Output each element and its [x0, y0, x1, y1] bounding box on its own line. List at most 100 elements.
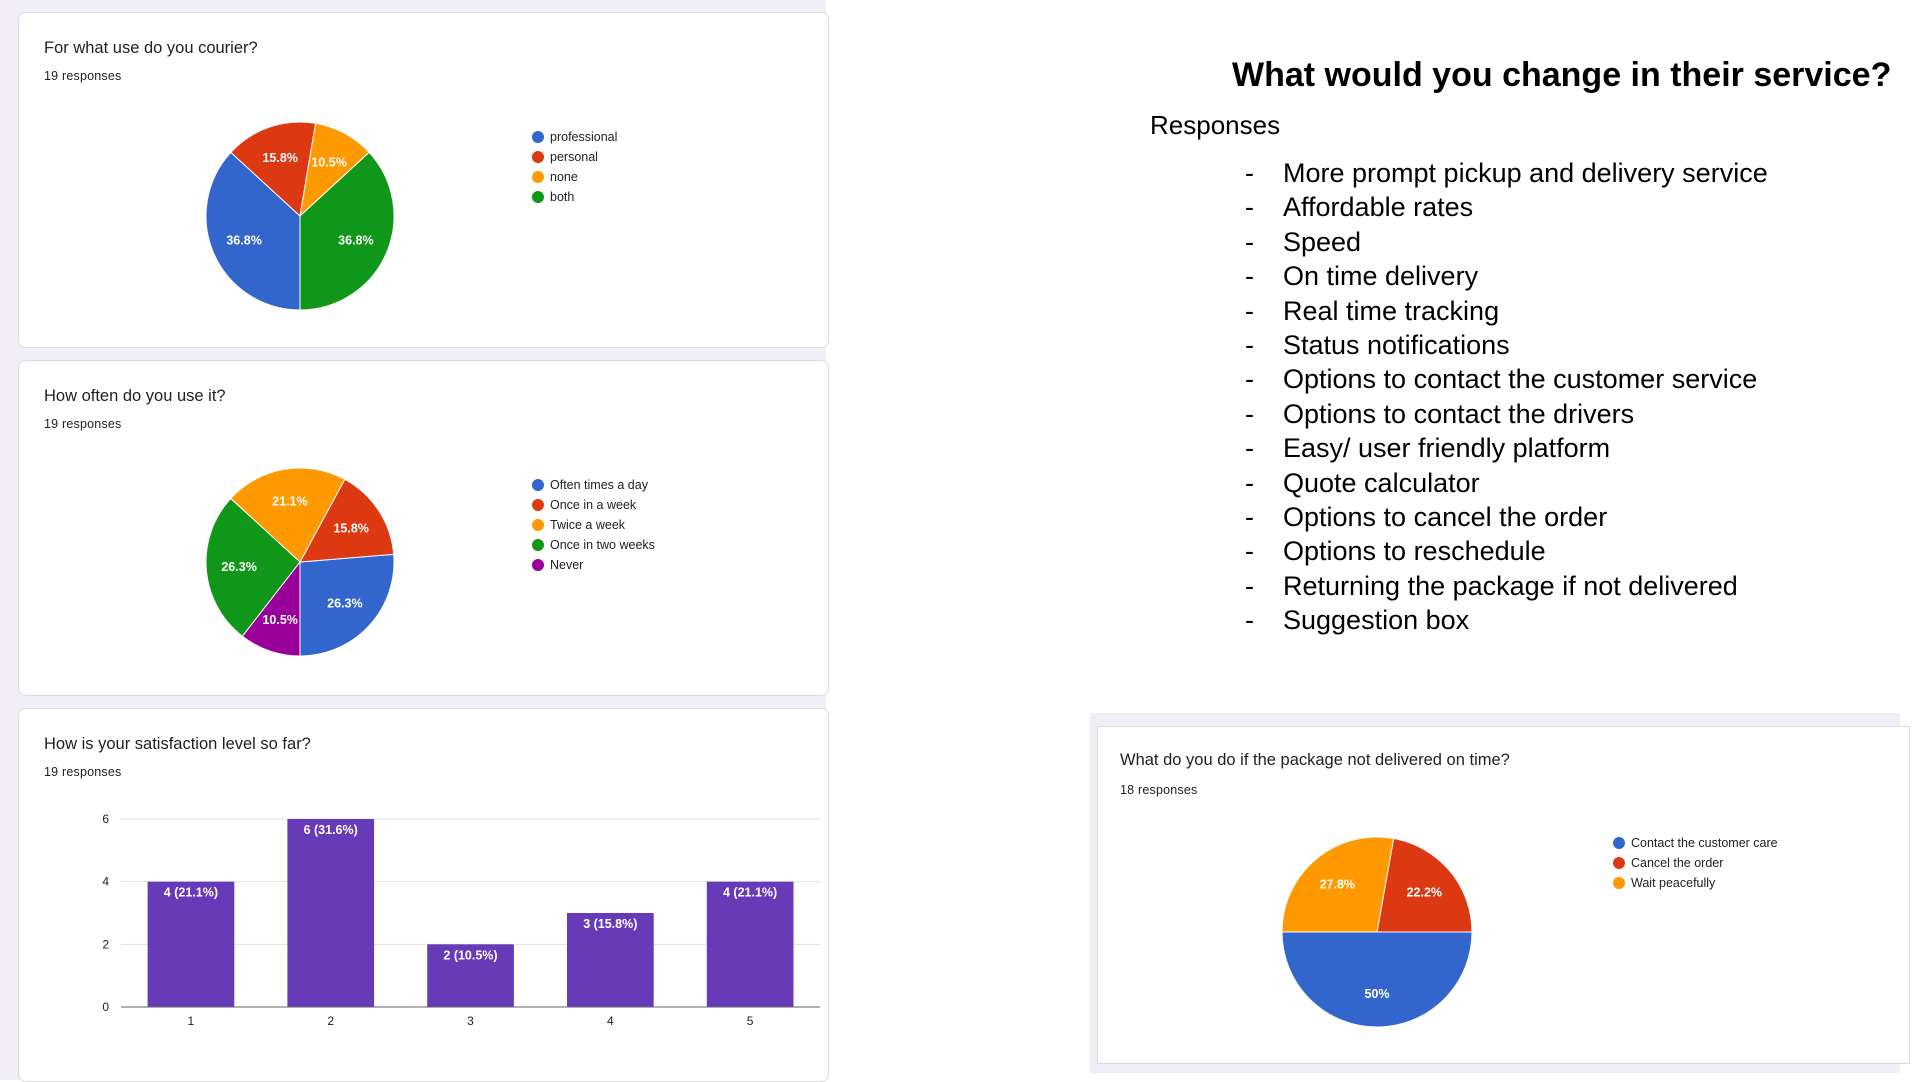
response-list-item: - Options to contact the drivers	[1245, 397, 1768, 431]
response-list-item: - Options to contact the customer service	[1245, 362, 1768, 396]
response-list-item: - Options to cancel the order	[1245, 500, 1768, 534]
response-text: Suggestion box	[1283, 605, 1470, 636]
legend-label: Wait peacefully	[1631, 876, 1716, 890]
bar-value-label: 3 (15.8%)	[583, 917, 637, 931]
legend-item-contact-the-customer-care: Contact the customer care	[1613, 833, 1778, 853]
legend-item-both: both	[532, 187, 617, 207]
slice-label-personal: 15.8%	[262, 151, 297, 165]
slice-label-cancel-the-order: 22.2%	[1407, 885, 1442, 899]
pie-slice-once-in-a-week	[299, 478, 395, 563]
legend-dot-icon	[532, 479, 544, 491]
slice-label-once-in-a-week: 15.8%	[333, 522, 368, 536]
chart-legend: Often times a day Once in a week Twice a w…	[532, 475, 655, 575]
dash-bullet-icon: -	[1245, 536, 1254, 567]
chart-legend: professional personal none both	[532, 127, 617, 207]
legend-label: none	[550, 170, 578, 184]
x-tick-label: 3	[467, 1014, 474, 1028]
legend-label: Twice a week	[550, 518, 626, 532]
x-tick-label: 1	[188, 1014, 195, 1028]
pie-slice-cancel-the-order	[1376, 837, 1473, 933]
y-tick-label: 2	[102, 937, 109, 951]
legend-label: Often times a day	[550, 478, 648, 492]
responses-panel-title: What would you change in their service?	[1232, 56, 1892, 94]
legend-label: both	[550, 190, 575, 204]
responses-heading: Responses	[1150, 110, 1281, 140]
response-text: Speed	[1283, 226, 1362, 257]
legend-label: Contact the customer care	[1631, 836, 1778, 850]
dash-bullet-icon: -	[1245, 467, 1254, 498]
response-list-item: - Real time tracking	[1245, 294, 1768, 328]
legend-label: Once in a week	[550, 498, 637, 512]
bar-3	[427, 944, 514, 1007]
legend-item-never: Never	[532, 555, 655, 575]
response-text: Status notifications	[1283, 329, 1510, 360]
response-list-item: - Status notifications	[1245, 328, 1768, 362]
chart-card-courier-use: For what use do you courier? 19 response…	[18, 12, 829, 348]
question-title: What do you do if the package not delive…	[1120, 751, 1510, 769]
response-count: 18 responses	[1120, 783, 1198, 797]
bar-chart: 0 2 4 6 4 (21.1%) 1 6 (31.6%) 2 2 (10.5%) 3 3 (15.…	[102, 812, 820, 1028]
response-text: Options to reschedule	[1283, 536, 1546, 567]
x-tick-label: 5	[747, 1014, 754, 1028]
dash-bullet-icon: -	[1245, 501, 1254, 532]
response-list-item: - Returning the package if not delivered	[1245, 569, 1768, 603]
legend-item-professional: professional	[532, 127, 617, 147]
slice-label-never: 10.5%	[262, 613, 297, 627]
responses-list: - More prompt pickup and delivery service…	[1245, 156, 1768, 637]
chart-card-satisfaction: How is your satisfaction level so far? 1…	[18, 708, 829, 1082]
legend-item-personal: personal	[532, 147, 617, 167]
response-text: On time delivery	[1283, 261, 1479, 292]
slice-label-none: 10.5%	[311, 155, 346, 169]
bar-1	[147, 881, 235, 1007]
pie-slice-both	[299, 151, 395, 311]
legend-dot-icon	[1613, 877, 1625, 889]
legend-label: Once in two weeks	[550, 538, 655, 552]
slice-label-wait-peacefully: 27.8%	[1320, 878, 1355, 892]
pie-slice-twice-a-week	[229, 467, 346, 563]
legend-label: professional	[550, 130, 618, 144]
chart-card-usage-frequency: How often do you use it? 19 responses 26…	[18, 360, 829, 696]
pie-chart: 26.3% 15.8% 21.1% 26.3% 10.5%	[205, 467, 395, 657]
response-text: Options to contact the customer service	[1283, 364, 1758, 395]
response-list-item: - On time delivery	[1245, 259, 1768, 293]
dash-bullet-icon: -	[1245, 329, 1254, 360]
slice-label-both: 36.8%	[338, 234, 373, 248]
dash-bullet-icon: -	[1245, 570, 1254, 601]
legend-dot-icon	[532, 559, 544, 571]
question-title: For what use do you courier?	[44, 39, 258, 57]
legend-item-twice-a-week: Twice a week	[532, 515, 655, 535]
legend-item-once-in-two-weeks: Once in two weeks	[532, 535, 655, 555]
legend-dot-icon	[532, 519, 544, 531]
response-text: Options to cancel the order	[1283, 501, 1608, 532]
legend-item-cancel-the-order: Cancel the order	[1613, 853, 1778, 873]
response-text: Easy/ user friendly platform	[1283, 433, 1611, 464]
response-count: 19 responses	[44, 765, 122, 779]
response-list-item: - Speed	[1245, 225, 1768, 259]
response-list-item: - Suggestion box	[1245, 603, 1768, 637]
legend-label: Cancel the order	[1631, 856, 1724, 870]
slice-label-often-times-a-day: 26.3%	[327, 596, 362, 610]
legend-item-none: none	[532, 167, 617, 187]
legend-dot-icon	[1613, 837, 1625, 849]
response-list-item: - Easy/ user friendly platform	[1245, 431, 1768, 465]
response-count: 19 responses	[44, 69, 122, 83]
bar-4	[567, 913, 654, 1007]
legend-dot-icon	[532, 171, 544, 183]
legend-dot-icon	[532, 191, 544, 203]
bar-value-label: 4 (21.1%)	[723, 886, 777, 900]
dash-bullet-icon: -	[1245, 364, 1254, 395]
pie-slice-contact-the-customer-care	[1281, 931, 1473, 1028]
response-text: Returning the package if not delivered	[1283, 570, 1738, 601]
legend-item-often-times-a-day: Often times a day	[532, 475, 655, 495]
dash-bullet-icon: -	[1245, 295, 1254, 326]
slice-label-professional: 36.8%	[226, 234, 261, 248]
legend-dot-icon	[532, 499, 544, 511]
dash-bullet-icon: -	[1245, 261, 1254, 292]
response-list-item: - Affordable rates	[1245, 190, 1768, 224]
slice-label-contact-the-customer-care: 50%	[1364, 987, 1389, 1001]
response-text: Options to contact the drivers	[1283, 398, 1635, 429]
response-count: 19 responses	[44, 417, 122, 431]
legend-dot-icon	[1613, 857, 1625, 869]
legend-label: personal	[550, 150, 598, 164]
question-title: How often do you use it?	[44, 387, 226, 405]
